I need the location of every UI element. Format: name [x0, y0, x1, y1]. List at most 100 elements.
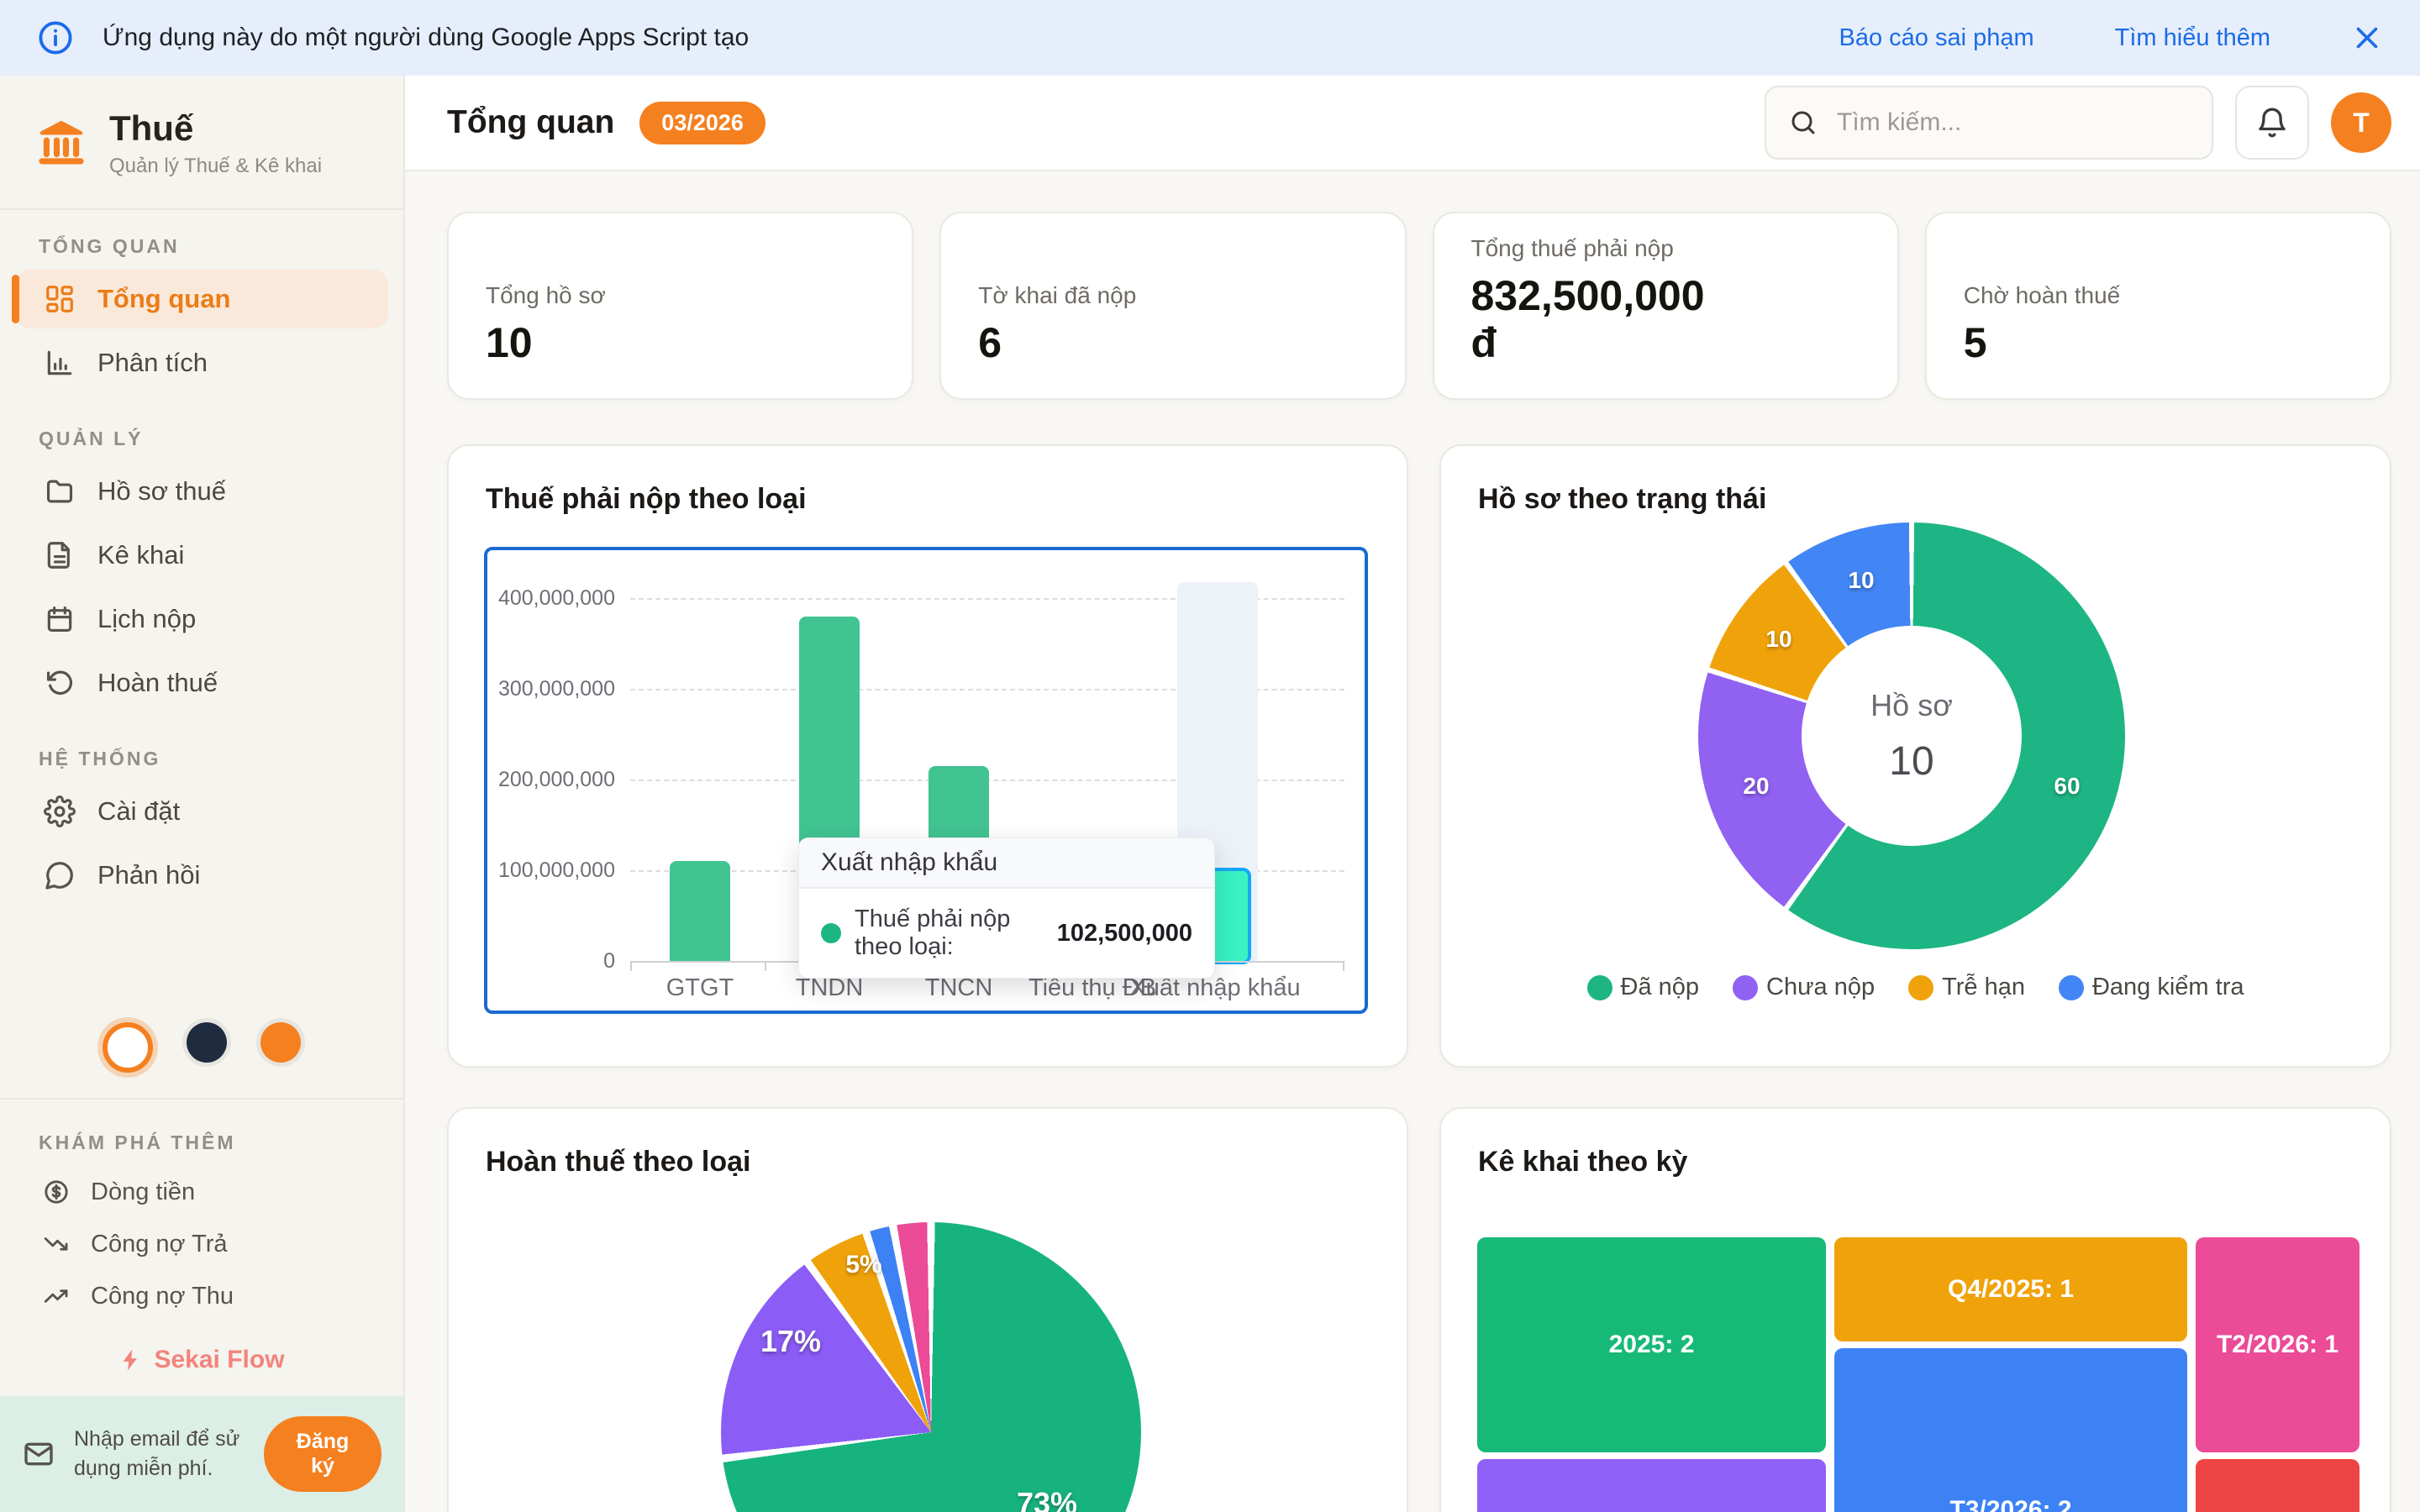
sidebar-item-label: Phân tích: [97, 348, 208, 378]
stat-value: 5: [1963, 319, 1987, 366]
stat-value-currency: đ: [1470, 319, 1497, 366]
stat-label: Tờ khai đã nộp: [978, 282, 1137, 308]
legend-dot-icon: [1586, 974, 1612, 1000]
gear-icon: [44, 795, 76, 828]
tax-by-type-bar-chart[interactable]: 400,000,000 300,000,000 200,000,000 100,…: [484, 547, 1368, 1014]
dashboard-grid-icon: [46, 286, 73, 313]
legend-label: Đang kiểm tra: [2091, 974, 2244, 1000]
sidebar-item-ho-so-thue[interactable]: Hồ sơ thuế: [15, 462, 388, 521]
learn-more-link[interactable]: Tìm hiểu thêm: [2114, 24, 2270, 51]
sidebar-item-cai-dat[interactable]: Cài đặt: [15, 782, 388, 841]
legend-item-da-nop[interactable]: Đã nộp: [1586, 974, 1700, 1001]
treemap-tile-purple[interactable]: [1477, 1459, 1826, 1512]
docs-by-status-panel: Hồ sơ theo trạng thái Hồ sơ 10 60 20 10 …: [1439, 444, 2391, 1068]
legend-dot-icon: [1908, 974, 1934, 1000]
segment-value-tre-han: 10: [1765, 626, 1792, 652]
sidebar-item-dong-tien[interactable]: Dòng tiền: [12, 1166, 392, 1218]
sidebar-item-label: Tổng quan: [97, 284, 231, 314]
sidebar-item-tong-quan[interactable]: Tổng quan: [12, 270, 388, 329]
x-axis-label: Xuất nhập khẩu: [1129, 974, 1301, 1001]
treemap-tile-q4-2025[interactable]: Q4/2025: 1: [1834, 1237, 2187, 1341]
bank-icon: [39, 121, 84, 165]
tax-by-type-panel: Thuế phải nộp theo loại 400,000,000 300,…: [447, 444, 1408, 1068]
app-logo-block: Thuế Quản lý Thuế & Kê khai: [0, 76, 403, 211]
report-abuse-link[interactable]: Báo cáo sai phạm: [1839, 24, 2034, 51]
legend-item-chua-nop[interactable]: Chưa nộp: [1733, 974, 1875, 1001]
app-subtitle: Quản lý Thuế & Kê khai: [109, 155, 323, 178]
sidebar-item-phan-tich[interactable]: Phân tích: [15, 333, 388, 392]
legend-label: Trễ hạn: [1942, 974, 2025, 1000]
theme-swatch-light[interactable]: [103, 1022, 153, 1073]
sidebar-item-phan-hoi[interactable]: Phản hồi: [15, 846, 388, 905]
segment-value-chua-nop: 20: [1743, 773, 1770, 799]
nav-section-system: HỆ THỐNG: [39, 748, 161, 770]
y-axis-tick: 300,000,000: [497, 677, 615, 701]
pie-label-17pct: 17%: [760, 1324, 822, 1358]
sekai-flow-link[interactable]: Sekai Flow: [0, 1322, 403, 1396]
refund-by-type-panel: Hoàn thuế theo loại 5% 17% 73%: [447, 1107, 1408, 1512]
legend-label: Đã nộp: [1620, 974, 1700, 1000]
treemap-tile-t2-2026[interactable]: T2/2026: 1: [2196, 1237, 2360, 1452]
rotate-ccw-icon: [46, 670, 72, 696]
theme-swatch-orange[interactable]: [260, 1022, 301, 1063]
chart-tooltip: Xuất nhập khẩu Thuế phải nộp theo loại: …: [798, 837, 1215, 979]
gridline: [630, 689, 1344, 690]
y-axis-tick: 200,000,000: [497, 768, 615, 791]
search-box[interactable]: [1765, 86, 2213, 160]
docs-by-status-donut-chart[interactable]: Hồ sơ 10: [1698, 522, 2125, 949]
email-signup-bar: Nhập email để sử dụng miễn phí. Đăng ký: [0, 1396, 403, 1512]
pie-label-5pct: 5%: [845, 1251, 882, 1278]
tooltip-value: 102,500,000: [1056, 919, 1192, 947]
segment-value-da-nop: 60: [2054, 773, 2081, 799]
info-icon: [39, 21, 72, 55]
sidebar-item-hoan-thue[interactable]: Hoàn thuế: [15, 654, 388, 712]
sidebar-item-ke-khai[interactable]: Kê khai: [15, 526, 388, 585]
stat-cards-row: Tổng hồ sơ 10 Tờ khai đã nộp 6 Tổng thuế…: [447, 212, 2391, 400]
sidebar-item-cong-no-tra[interactable]: Công nợ Trả: [12, 1218, 392, 1270]
nav-section-overview: TỔNG QUAN: [39, 235, 180, 258]
notifications-button[interactable]: [2235, 86, 2309, 160]
search-input[interactable]: [1835, 108, 2190, 138]
charts-row-1: Thuế phải nộp theo loại 400,000,000 300,…: [447, 444, 2391, 1068]
bar-gtgt[interactable]: [670, 861, 730, 961]
close-banner-button[interactable]: [2351, 22, 2383, 54]
legend-item-dang-kiem-tra[interactable]: Đang kiểm tra: [2058, 974, 2244, 1001]
x-axis-label: TNCN: [924, 974, 993, 1001]
chart-title: Thuế phải nộp theo loại: [486, 483, 807, 515]
banner-text: Ứng dụng này do một người dùng Google Ap…: [103, 24, 750, 51]
treemap-tile-red[interactable]: [2196, 1459, 2360, 1512]
theme-swatch-dark[interactable]: [187, 1022, 227, 1063]
treemap-tile-2025[interactable]: 2025: 2: [1477, 1237, 1826, 1452]
bar-chart-icon: [47, 350, 72, 375]
chart-title: Kê khai theo kỳ: [1478, 1146, 1688, 1178]
bell-icon: [2259, 108, 2286, 138]
tooltip-series-label: Thuế phải nộp theo loại:: [855, 906, 1011, 960]
legend-label: Chưa nộp: [1766, 974, 1876, 1000]
legend-item-tre-han[interactable]: Trễ hạn: [1908, 974, 2025, 1001]
donut-center: Hồ sơ 10: [1802, 626, 2022, 846]
treemap-tile-t3-2026[interactable]: T3/2026: 2: [1834, 1348, 2187, 1512]
sidebar-item-label: Kê khai: [97, 540, 185, 570]
sidebar-item-lich-nop[interactable]: Lịch nộp: [15, 590, 388, 648]
sidebar-item-label: Hoàn thuế: [97, 668, 218, 698]
sekai-flow-label: Sekai Flow: [154, 1346, 285, 1373]
stat-label: Chờ hoàn thuế: [1963, 282, 2121, 308]
pie-label-73pct: 73%: [1016, 1486, 1078, 1512]
gridline: [630, 598, 1344, 600]
trending-down-icon: [44, 1237, 68, 1251]
donut-legend: Đã nộp Chưa nộp Trễ hạn Đang kiểm tra: [1441, 974, 2390, 1001]
sidebar-item-label: Dòng tiền: [91, 1178, 196, 1205]
sidebar-divider: [0, 1098, 403, 1100]
avatar[interactable]: T: [2331, 92, 2391, 153]
sidebar-item-label: Công nợ Thu: [91, 1282, 234, 1310]
refund-by-type-pie-chart[interactable]: [721, 1222, 1141, 1512]
search-icon: [1791, 111, 1815, 134]
stat-card-pending-refunds: Chờ hoàn thuế 5: [1924, 212, 2391, 400]
main-header: Tổng quan 03/2026 T: [405, 76, 2420, 171]
calendar-icon: [47, 606, 72, 633]
stat-value: 832,500,000 đ: [1471, 272, 1872, 366]
signup-button[interactable]: Đăng ký: [264, 1416, 381, 1492]
chat-bubble-icon: [45, 862, 73, 890]
sidebar-item-cong-no-thu[interactable]: Công nợ Thu: [12, 1270, 392, 1322]
app-title: Thuế: [109, 108, 194, 148]
